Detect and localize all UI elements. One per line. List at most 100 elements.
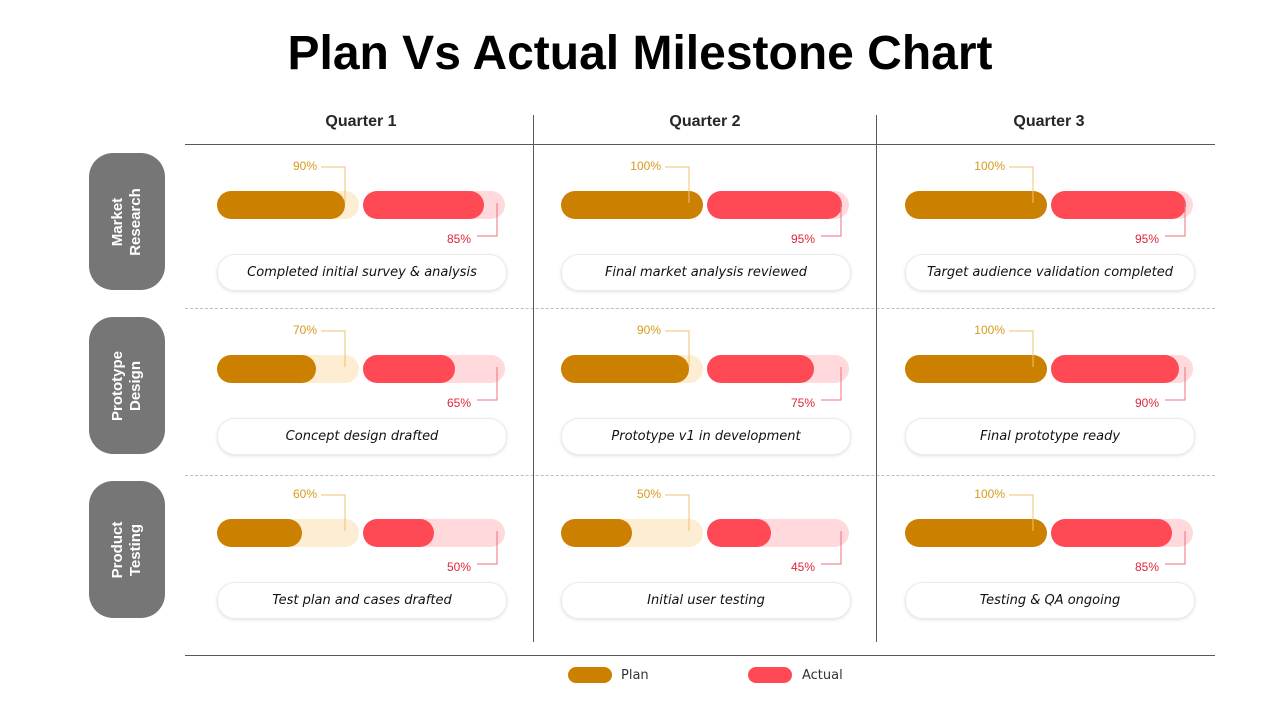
actual-percent-label: 50%: [446, 560, 471, 574]
row-label: Market Research: [89, 153, 165, 290]
actual-bar-track: [707, 519, 849, 547]
row-divider: [185, 308, 1215, 309]
actual-bar: [1051, 191, 1186, 219]
milestone-description: Final prototype ready: [905, 418, 1195, 455]
actual-percent-label: 95%: [790, 232, 815, 246]
actual-bar: [363, 355, 456, 383]
actual-percent-label: 45%: [790, 560, 815, 574]
actual-bar: [707, 355, 814, 383]
actual-bar-track: [1051, 191, 1193, 219]
plan-percent-label: 100%: [630, 159, 661, 173]
plan-label-connector: [1009, 494, 1034, 531]
plan-label-connector: [321, 166, 346, 203]
plan-bar: [217, 519, 303, 547]
milestone-description: Final market analysis reviewed: [561, 254, 851, 291]
column-divider: [533, 115, 534, 642]
actual-percent-label: 85%: [446, 232, 471, 246]
header-divider: [185, 144, 1215, 145]
plan-bar: [561, 519, 632, 547]
actual-label-connector: [821, 203, 842, 237]
plan-bar: [561, 191, 703, 219]
actual-label-connector: [821, 531, 842, 565]
actual-bar: [1051, 519, 1172, 547]
plan-bar-track: [561, 519, 703, 547]
milestone-description: Concept design drafted: [217, 418, 507, 455]
plan-label-connector: [1009, 166, 1034, 203]
plan-bar-track: [905, 519, 1047, 547]
actual-label-connector: [477, 531, 498, 565]
column-header: Quarter 1: [325, 113, 397, 130]
actual-bar-track: [363, 191, 505, 219]
legend-actual-label: Actual: [802, 668, 843, 683]
plan-percent-label: 100%: [974, 487, 1005, 501]
plan-label-connector: [665, 494, 690, 531]
actual-bar-track: [363, 355, 505, 383]
plan-percent-label: 100%: [974, 159, 1005, 173]
column-header: Quarter 2: [669, 113, 741, 130]
plan-label-connector: [1009, 330, 1034, 367]
column-header: Quarter 3: [1013, 113, 1085, 130]
bottom-divider: [185, 655, 1215, 656]
actual-label-connector: [1165, 531, 1186, 565]
actual-bar: [1051, 355, 1179, 383]
actual-percent-label: 95%: [1134, 232, 1159, 246]
plan-bar: [561, 355, 689, 383]
actual-percent-label: 85%: [1134, 560, 1159, 574]
row-divider: [185, 475, 1215, 476]
milestone-description: Target audience validation completed: [905, 254, 1195, 291]
actual-percent-label: 90%: [1134, 396, 1159, 410]
actual-label-connector: [1165, 203, 1186, 237]
actual-bar: [707, 519, 771, 547]
actual-label-connector: [477, 367, 498, 401]
milestone-description: Prototype v1 in development: [561, 418, 851, 455]
plan-label-connector: [321, 494, 346, 531]
plan-bar-track: [217, 519, 359, 547]
plan-bar-track: [905, 191, 1047, 219]
plan-bar-track: [905, 355, 1047, 383]
plan-bar: [905, 519, 1047, 547]
plan-bar-track: [217, 191, 359, 219]
plan-bar: [905, 355, 1047, 383]
plan-label-connector: [321, 330, 346, 367]
plan-bar: [217, 191, 345, 219]
row-label: Product Testing: [89, 481, 165, 618]
plan-label-connector: [665, 166, 690, 203]
milestone-description: Initial user testing: [561, 582, 851, 619]
page-title: Plan Vs Actual Milestone Chart: [287, 27, 993, 80]
plan-bar-track: [561, 355, 703, 383]
milestone-description: Completed initial survey & analysis: [217, 254, 507, 291]
actual-bar-track: [1051, 519, 1193, 547]
legend-plan-swatch: [568, 667, 612, 683]
actual-bar-track: [707, 355, 849, 383]
actual-label-connector: [821, 367, 842, 401]
plan-label-connector: [665, 330, 690, 367]
row-label: Prototype Design: [89, 317, 165, 454]
plan-percent-label: 60%: [292, 487, 317, 501]
plan-percent-label: 70%: [292, 323, 317, 337]
column-divider: [876, 115, 877, 642]
actual-label-connector: [477, 203, 498, 237]
actual-bar-track: [1051, 355, 1193, 383]
plan-bar-track: [217, 355, 359, 383]
plan-percent-label: 50%: [636, 487, 661, 501]
actual-bar-track: [707, 191, 849, 219]
row-label-text: Prototype Design: [109, 350, 144, 421]
actual-bar-track: [363, 519, 505, 547]
plan-percent-label: 90%: [292, 159, 317, 173]
plan-percent-label: 100%: [974, 323, 1005, 337]
legend-plan-label: Plan: [621, 668, 649, 683]
legend-actual-swatch: [748, 667, 792, 683]
row-label-text: Product Testing: [109, 521, 144, 578]
row-label-text: Market Research: [109, 187, 144, 256]
plan-bar-track: [561, 191, 703, 219]
actual-label-connector: [1165, 367, 1186, 401]
plan-bar: [905, 191, 1047, 219]
milestone-description: Test plan and cases drafted: [217, 582, 507, 619]
actual-bar: [707, 191, 842, 219]
actual-bar: [363, 191, 484, 219]
actual-percent-label: 65%: [446, 396, 471, 410]
plan-percent-label: 90%: [636, 323, 661, 337]
actual-percent-label: 75%: [790, 396, 815, 410]
actual-bar: [363, 519, 434, 547]
milestone-description: Testing & QA ongoing: [905, 582, 1195, 619]
